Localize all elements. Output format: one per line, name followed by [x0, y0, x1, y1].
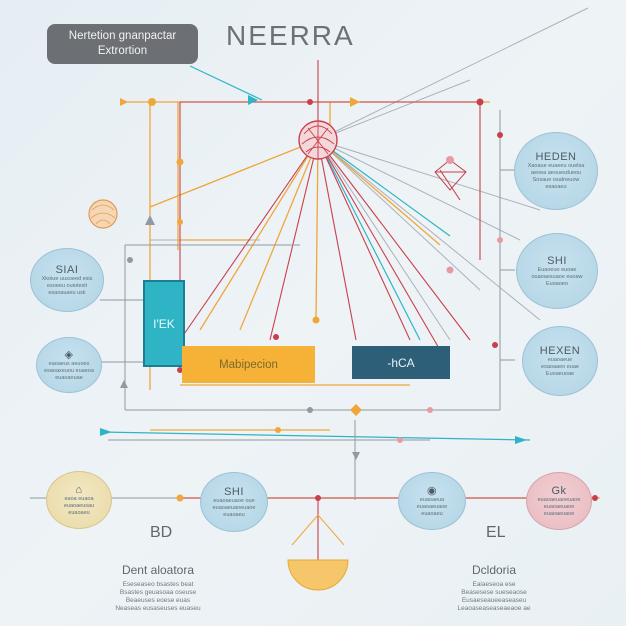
- grey-rays: [150, 7, 589, 341]
- bottom-node-1-line-2: euaoaeusau: [63, 502, 95, 509]
- right-node-2: SHI Euaoeuo euoae ouaoaesuaoe euoaw Euoa…: [516, 233, 598, 309]
- bottom-node-2-line-3: euaoaeu: [223, 511, 245, 518]
- right-node-3-line-3: Euoaeuoae: [545, 370, 575, 377]
- bottom-node-2-line-2: euaoaeuaoeuaoe: [212, 504, 256, 511]
- right-node-1-line-4: esaoaeu: [545, 184, 567, 190]
- right-node-3-title: HEXEN: [539, 344, 581, 357]
- right-node-3: HEXEN euaoaeue esaoaaeo euae Euoaeuoae: [522, 326, 598, 396]
- right-node-2-title: SHI: [547, 254, 567, 267]
- diamond-ornament-icon: [434, 159, 467, 191]
- left-node-1-title: SIAI: [55, 263, 79, 276]
- bottom-node-1-line-1: eaoa euaoa: [64, 495, 94, 502]
- cyan-rays: [99, 65, 531, 441]
- left-node-2-icon: ◈: [64, 349, 74, 361]
- caption-right-title: Dcldoria: [471, 563, 516, 577]
- bottom-node-3-line-3: euaoaeu: [421, 511, 443, 517]
- label-bd: BD: [150, 524, 173, 541]
- caption-right-line-2: Beasesese sueseaose: [461, 589, 527, 596]
- caption-left-line-3: Beaeuses eoese euas: [125, 597, 191, 604]
- caption-left-line-2: Bsastes geuasoaa oseuse: [119, 589, 197, 596]
- caption-left-line-1: Eseseaseo bsastes beat: [122, 581, 194, 588]
- left-node-2: ◈ eaoaeus aeuoes esaoaxeuou euaeoa euaoa…: [36, 337, 102, 393]
- caption-right-line-1: Eaiaeseoa ese: [472, 581, 516, 588]
- caption-left-title: Dent aloatora: [121, 563, 195, 577]
- right-node-3-line-2: esaoaaeo euae: [541, 363, 579, 370]
- bottom-node-4-line-2: euaoaeuaoe: [543, 503, 575, 510]
- navy-block-label: -hCA: [387, 355, 415, 370]
- orange-sphere-icon: [88, 199, 118, 229]
- caption-right: Dcldoria Eaiaeseoa ese Beasesese sueseao…: [444, 563, 544, 613]
- right-node-3-line-1: euaoaeue: [547, 356, 573, 363]
- grey-frame: [30, 110, 515, 500]
- header-pill-line-2: Extrortion: [97, 45, 148, 57]
- left-node-2-line-1: eaoaeus aeuoes: [48, 361, 90, 367]
- caption-right-line-3: Eusaeseaueeaseaseu: [461, 597, 527, 604]
- left-node-1-line-3: esaoauaeu usk: [48, 289, 86, 296]
- caption-left-line-4: Neaseas eusaseuses euaseu: [115, 605, 201, 612]
- label-el: EL: [486, 524, 506, 541]
- right-node-1-line-2: aeoea aeouesdueou: [530, 170, 582, 176]
- bottom-node-1-icon: ⌂: [75, 483, 83, 496]
- left-node-1-line-2: esoeeu ouiotesit: [46, 282, 88, 289]
- bottom-node-4-line-1: euaoaeuaoeuaoe: [537, 496, 581, 503]
- left-node-2-line-2: esaoaxeuou euaeoa: [44, 368, 94, 374]
- arrow-markers: [100, 95, 527, 460]
- header-pill: Nertetion gnanpactar Extrortion: [47, 24, 198, 64]
- bottom-node-1: ⌂ eaoa euaoa euaoaeusau euaoaeu: [46, 471, 112, 529]
- right-node-1-title: HEDEN: [535, 151, 577, 163]
- teal-block-label: I'EK: [153, 316, 175, 331]
- bottom-node-4-title: Gk: [551, 484, 567, 497]
- bottom-node-2-line-1: euaoaeuaoe oue: [213, 497, 255, 504]
- page-title: NEERRA: [226, 20, 355, 51]
- bottom-node-4-line-3: euaoaeuaoe: [543, 510, 575, 517]
- bottom-node-3-line-2: euaoaeuaoe: [416, 504, 448, 510]
- orange-block-label: Mabipecion: [219, 358, 278, 371]
- central-hub-icon: [298, 120, 338, 160]
- bottom-dome-icon: [287, 514, 349, 591]
- teal-block: I'EK: [143, 280, 185, 367]
- navy-block: -hCA: [352, 346, 450, 379]
- header-pill-line-1: Nertetion gnanpactar: [68, 30, 177, 42]
- caption-right-line-4: Leaoaseaseaseaeaoe ae: [457, 605, 531, 612]
- right-node-2-line-1: Euaoeuo euoae: [537, 266, 577, 273]
- left-node-1: SIAI Xkoiue uusoeed esis esoeeu ouiotesi…: [30, 248, 104, 312]
- connector-dots: [53, 98, 598, 502]
- bottom-node-3-line-1: euaoaeua: [419, 497, 445, 503]
- left-node-2-line-3: euaoaouae: [55, 375, 83, 381]
- bottom-node-4: Gk euaoaeuaoeuaoe euaoaeuaoe euaoaeuaoe: [526, 472, 592, 530]
- caption-left: Dent aloatora Eseseaseo bsastes beat Bsa…: [100, 563, 216, 613]
- orange-block: Mabipecion: [182, 346, 315, 383]
- bottom-node-2: SHI euaoaeuaoe oue euaoaeuaoeuaoe euaoae…: [200, 472, 268, 532]
- red-lines: [179, 60, 595, 560]
- bottom-node-3-icon: ◉: [426, 485, 438, 497]
- left-node-1-line-1: Xkoiue uusoeed esis: [41, 275, 93, 282]
- right-node-2-line-2: ouaoaesuaoe euoaw: [531, 273, 583, 280]
- right-node-2-line-3: Euoaoeo: [545, 280, 569, 287]
- bottom-node-3: ◉ euaoaeua euaoaeuaoe euaoaeu: [398, 472, 466, 530]
- bottom-node-1-line-3: euaoaeu: [68, 509, 90, 516]
- right-node-1-line-1: Xaoaue euaeeu ouelsa: [527, 163, 585, 169]
- right-node-1-line-3: Sosaue osatneuow: [532, 177, 580, 183]
- right-node-1: HEDEN Xaoaue euaeeu ouelsa aeoea aeouesd…: [514, 132, 598, 210]
- bottom-node-2-title: SHI: [224, 485, 244, 498]
